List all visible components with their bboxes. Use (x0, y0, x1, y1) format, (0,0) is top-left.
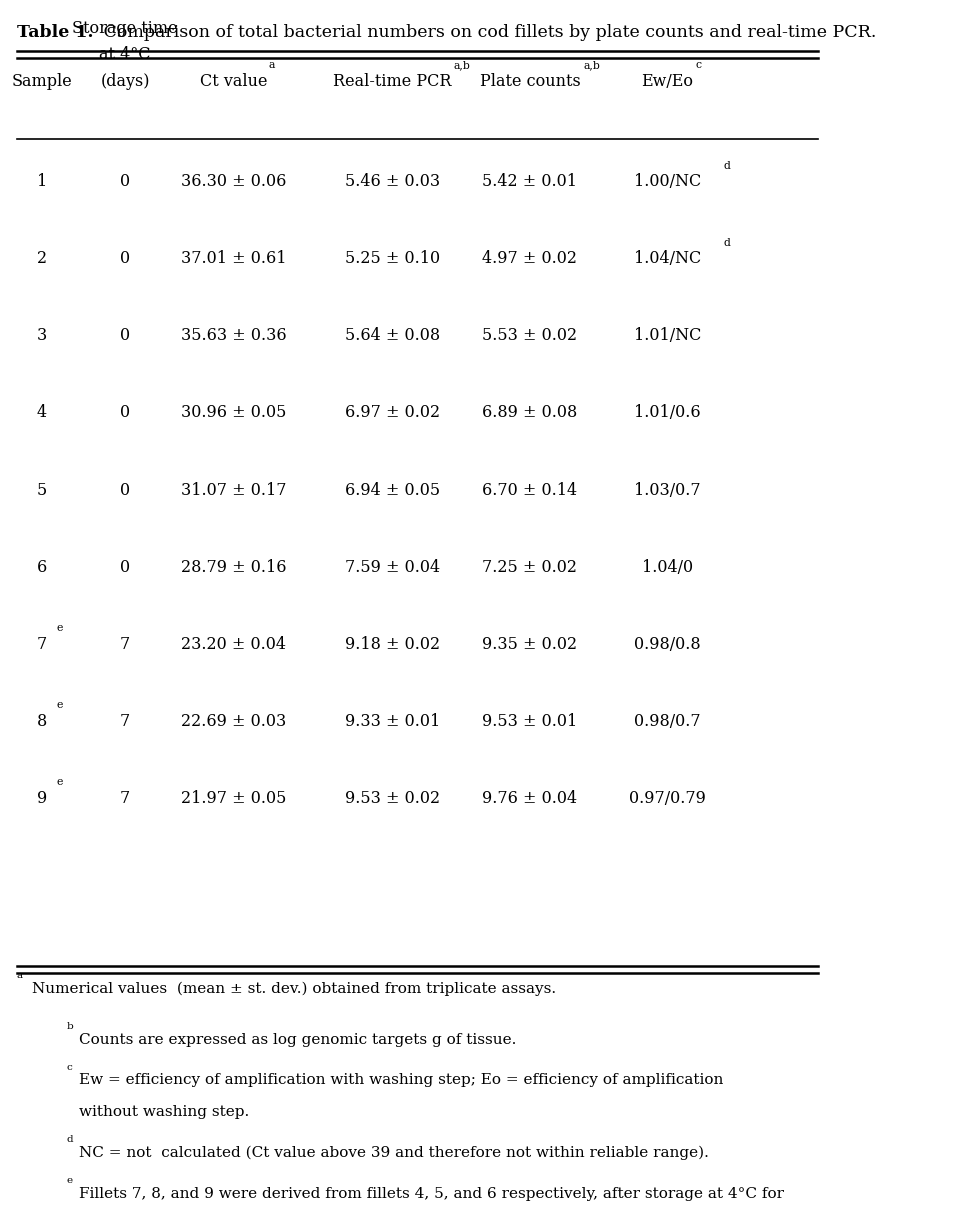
Text: 23.20 ± 0.04: 23.20 ± 0.04 (181, 636, 286, 653)
Text: e: e (57, 623, 63, 632)
Text: Ew = efficiency of amplification with washing step; Eo = efficiency of amplifica: Ew = efficiency of amplification with wa… (80, 1073, 723, 1088)
Text: Counts are expressed as log genomic targets g of tissue.: Counts are expressed as log genomic targ… (80, 1033, 516, 1046)
Text: 7: 7 (120, 713, 130, 730)
Text: 9.53 ± 0.01: 9.53 ± 0.01 (482, 713, 578, 730)
Text: at 4°C: at 4°C (100, 46, 151, 63)
Text: c: c (696, 59, 701, 70)
Text: 0.97/0.79: 0.97/0.79 (629, 790, 706, 807)
Text: 1.01/0.6: 1.01/0.6 (634, 404, 701, 421)
Text: a,b: a,b (453, 59, 470, 70)
Text: 35.63 ± 0.36: 35.63 ± 0.36 (181, 328, 286, 345)
Text: 4: 4 (36, 404, 47, 421)
Text: e: e (57, 699, 63, 710)
Text: 31.07 ± 0.17: 31.07 ± 0.17 (181, 482, 286, 499)
Text: e: e (67, 1176, 73, 1185)
Text: 0: 0 (120, 558, 130, 575)
Text: Ew/Eo: Ew/Eo (642, 73, 694, 90)
Text: 6.89 ± 0.08: 6.89 ± 0.08 (482, 404, 578, 421)
Text: 5: 5 (36, 482, 47, 499)
Text: Table 1.: Table 1. (16, 23, 93, 40)
Text: 3: 3 (36, 328, 47, 345)
Text: without washing step.: without washing step. (80, 1106, 249, 1119)
Text: 7.59 ± 0.04: 7.59 ± 0.04 (345, 558, 440, 575)
Text: 0: 0 (120, 328, 130, 345)
Text: Storage time: Storage time (73, 21, 178, 38)
Text: Numerical values  (mean ± st. dev.) obtained from triplicate assays.: Numerical values (mean ± st. dev.) obtai… (32, 981, 556, 995)
Text: (days): (days) (101, 73, 149, 90)
Text: a: a (16, 970, 23, 980)
Text: 8: 8 (36, 713, 47, 730)
Text: d: d (723, 238, 730, 248)
Text: 28.79 ± 0.16: 28.79 ± 0.16 (181, 558, 286, 575)
Text: 37.01 ± 0.61: 37.01 ± 0.61 (181, 250, 286, 267)
Text: 1.03/0.7: 1.03/0.7 (634, 482, 701, 499)
Text: 9.35 ± 0.02: 9.35 ± 0.02 (482, 636, 578, 653)
Text: 1.04/NC: 1.04/NC (634, 250, 701, 267)
Text: 6: 6 (36, 558, 47, 575)
Text: 6.94 ± 0.05: 6.94 ± 0.05 (345, 482, 440, 499)
Text: 0: 0 (120, 174, 130, 191)
Text: 5.42 ± 0.01: 5.42 ± 0.01 (483, 174, 578, 191)
Text: 2: 2 (36, 250, 47, 267)
Text: d: d (67, 1135, 74, 1145)
Text: b: b (67, 1022, 74, 1031)
Text: 1: 1 (36, 174, 47, 191)
Text: 7.25 ± 0.02: 7.25 ± 0.02 (483, 558, 578, 575)
Text: 0: 0 (120, 482, 130, 499)
Text: 9.33 ± 0.01: 9.33 ± 0.01 (345, 713, 440, 730)
Text: 0.98/0.8: 0.98/0.8 (634, 636, 701, 653)
Text: Real-time PCR: Real-time PCR (333, 73, 451, 90)
Text: 9: 9 (36, 790, 47, 807)
Text: 21.97 ± 0.05: 21.97 ± 0.05 (181, 790, 286, 807)
Text: 9.53 ± 0.02: 9.53 ± 0.02 (345, 790, 440, 807)
Text: e: e (57, 777, 63, 787)
Text: Fillets 7, 8, and 9 were derived from fillets 4, 5, and 6 respectively, after st: Fillets 7, 8, and 9 were derived from fi… (80, 1187, 785, 1201)
Text: 22.69 ± 0.03: 22.69 ± 0.03 (181, 713, 286, 730)
Text: 7: 7 (120, 790, 130, 807)
Text: NC = not  calculated (Ct value above 39 and therefore not within reliable range): NC = not calculated (Ct value above 39 a… (80, 1146, 709, 1161)
Text: 7: 7 (36, 636, 47, 653)
Text: c: c (67, 1062, 73, 1072)
Text: 0: 0 (120, 404, 130, 421)
Text: 7: 7 (120, 636, 130, 653)
Text: 1.01/NC: 1.01/NC (634, 328, 701, 345)
Text: a: a (268, 59, 275, 70)
Text: 9.76 ± 0.04: 9.76 ± 0.04 (482, 790, 578, 807)
Text: 5.46 ± 0.03: 5.46 ± 0.03 (345, 174, 440, 191)
Text: 0: 0 (120, 250, 130, 267)
Text: 5.64 ± 0.08: 5.64 ± 0.08 (345, 328, 440, 345)
Text: d: d (723, 160, 730, 170)
Text: Comparison of total bacterial numbers on cod fillets by plate counts and real-ti: Comparison of total bacterial numbers on… (99, 23, 877, 40)
Text: 1.00/NC: 1.00/NC (634, 174, 701, 191)
Text: 1.04/0: 1.04/0 (642, 558, 694, 575)
Text: 36.30 ± 0.06: 36.30 ± 0.06 (181, 174, 286, 191)
Text: 5.25 ± 0.10: 5.25 ± 0.10 (345, 250, 440, 267)
Text: 6.70 ± 0.14: 6.70 ± 0.14 (482, 482, 578, 499)
Text: 9.18 ± 0.02: 9.18 ± 0.02 (345, 636, 440, 653)
Text: Sample: Sample (11, 73, 72, 90)
Text: 6.97 ± 0.02: 6.97 ± 0.02 (345, 404, 440, 421)
Text: 30.96 ± 0.05: 30.96 ± 0.05 (181, 404, 286, 421)
Text: Ct value: Ct value (200, 73, 267, 90)
Text: a,b: a,b (583, 59, 600, 70)
Text: 0.98/0.7: 0.98/0.7 (634, 713, 701, 730)
Text: Plate counts: Plate counts (480, 73, 581, 90)
Text: 4.97 ± 0.02: 4.97 ± 0.02 (483, 250, 578, 267)
Text: 5.53 ± 0.02: 5.53 ± 0.02 (482, 328, 578, 345)
